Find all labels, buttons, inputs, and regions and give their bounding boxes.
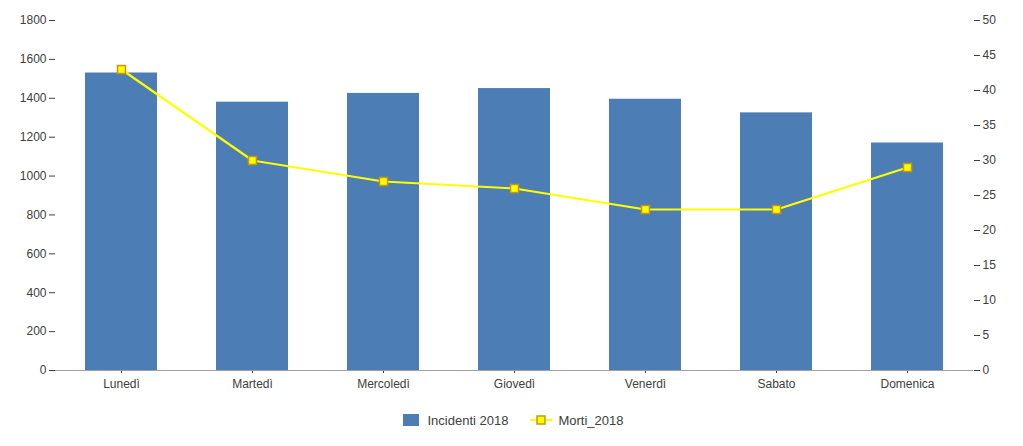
svg-text:Giovedì: Giovedì — [494, 377, 535, 391]
svg-text:600: 600 — [26, 247, 46, 261]
svg-text:40: 40 — [983, 83, 997, 97]
svg-text:800: 800 — [26, 208, 46, 222]
svg-text:1200: 1200 — [20, 130, 47, 144]
svg-text:1600: 1600 — [20, 52, 47, 66]
svg-text:50: 50 — [983, 13, 997, 27]
svg-text:0: 0 — [40, 363, 47, 377]
svg-text:Lunedì: Lunedì — [103, 377, 140, 391]
svg-text:0: 0 — [983, 363, 990, 377]
svg-text:45: 45 — [983, 48, 997, 62]
svg-text:35: 35 — [983, 118, 997, 132]
html-text:Incidenti 2018: Incidenti 2018 — [427, 412, 509, 428]
svg-text:25: 25 — [983, 188, 997, 202]
svg-text:Martedì: Martedì — [232, 377, 273, 391]
svg-text:Mercoledì: Mercoledì — [357, 377, 410, 391]
svg-text:200: 200 — [26, 324, 46, 338]
svg-text:1400: 1400 — [20, 91, 47, 105]
svg-text:5: 5 — [983, 328, 990, 342]
svg-text:1000: 1000 — [20, 169, 47, 183]
svg-text:Venerdì: Venerdì — [625, 377, 666, 391]
svg-text:Sabato: Sabato — [757, 377, 795, 391]
html-text:Morti_2018: Morti_2018 — [558, 412, 624, 428]
svg-text:10: 10 — [983, 293, 997, 307]
svg-text:1800: 1800 — [20, 13, 47, 27]
svg-text:20: 20 — [983, 223, 997, 237]
svg-text:Domenica: Domenica — [880, 377, 934, 391]
svg-text:15: 15 — [983, 258, 997, 272]
svg-text:30: 30 — [983, 153, 997, 167]
svg-text:400: 400 — [26, 286, 46, 300]
